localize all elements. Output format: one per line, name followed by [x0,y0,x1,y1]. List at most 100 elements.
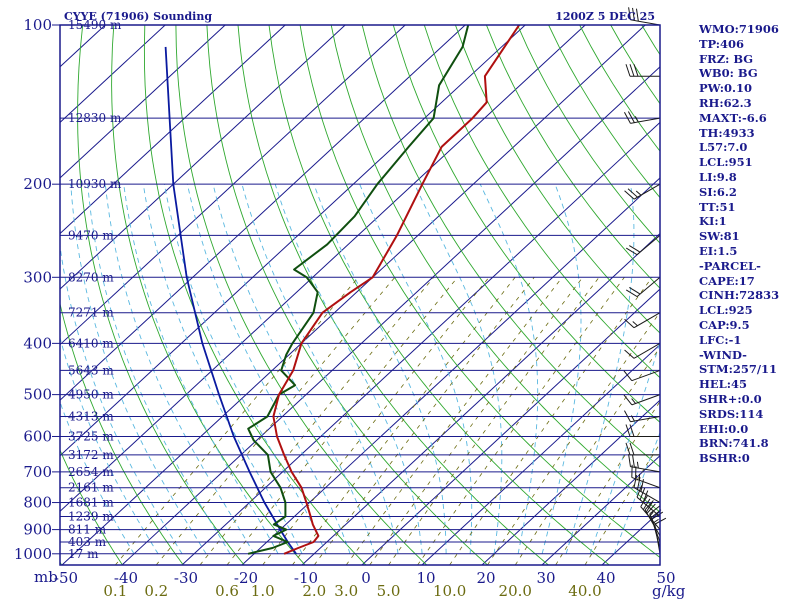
index-item: PW:0.10 [699,81,753,96]
dry-adiabat-line [60,448,123,565]
pressure-tick-label: 800 [23,494,52,512]
dry-adiabat-line [392,25,660,423]
index-item: SW:81 [699,229,740,244]
wind-barbs [623,7,667,554]
index-item: -WIND- [699,347,747,362]
index-item: STM:257/11 [699,362,778,377]
height-label: 3172 m [68,448,114,462]
dry-adiabat-line [206,25,488,565]
dry-adiabat-line [299,25,660,558]
wind-barb [628,454,661,473]
temperature-tick-label: 20 [476,569,495,587]
moist-adiabat-line [142,184,303,554]
wind-barb [623,394,661,406]
wind-barb [623,410,661,423]
mixing-ratio-line [313,277,535,565]
chart-title-time: 1200Z 5 DEC 25 [555,10,655,23]
isotherm-line [181,121,660,565]
mixing-ratio-line [262,277,490,565]
index-item: MAXT:-6.6 [699,110,767,125]
wind-barb [623,111,661,124]
temperature-tick-label: 10 [416,569,435,587]
height-label: 2161 m [68,481,114,495]
mixing-ratio-line [199,277,435,565]
temperature-tick-label: -50 [54,569,78,587]
dry-adiabat-line [330,25,660,513]
index-item: CINH:72833 [699,288,780,303]
mixing-ratio-tick-label: 0.1 [103,582,127,600]
height-label: 17 m [68,547,99,561]
pressure-tick-label: 900 [23,521,52,539]
index-item: WB0: BG [699,66,758,81]
isotherm-line [301,232,660,565]
plot-frame [59,24,661,566]
isotherm-line [481,399,660,565]
temperature-tick-label: 50 [656,569,675,587]
isotherm-line [421,343,660,565]
index-item: TP:406 [699,36,745,51]
pressure-tick-label: 100 [23,16,52,34]
mixing-ratio-tick-label: 1.0 [251,582,275,600]
dry-adiabat-line [237,25,549,565]
mixing-ratio-tick-label: 2.0 [302,582,326,600]
pressure-tick-label: 1000 [14,545,52,563]
dry-adiabat-line [423,25,660,379]
height-label: 15490 m [68,18,122,32]
index-item: LCL:951 [699,155,753,170]
wind-barb [628,7,661,26]
temperature-tick-label: 30 [536,569,555,587]
dry-adiabat-line [77,25,245,565]
mixing-ratio-line [584,442,660,565]
temperature-axis-labels: -50 -40 -30 -20 -10 0 10 20 30 40 50 [54,569,676,587]
moist-adiabat-line [60,400,135,555]
index-item: CAP:9.5 [699,317,750,332]
pressure-tick-label: 500 [23,386,52,404]
index-item: WMO:71906 [699,22,779,36]
wind-barb [636,485,661,517]
isotherm-line [361,288,660,565]
mixing-ratio-lines [114,277,660,565]
temperature-tick-label: 0 [361,569,371,587]
isotherm-line [241,177,660,565]
index-item: RH:62.3 [699,95,752,110]
mixing-ratio-tick-label: 0.6 [215,582,239,600]
mixing-ratio-unit-label: g/kg [652,582,686,600]
pressure-axis-labels: 100 200 300 400 500 600 700 800 900 1000 [14,16,60,563]
mixing-ratio-labels: 0.1 0.2 0.6 1.0 2.0 3.0 5.0 10.0 20.0 40.0 [103,582,601,600]
height-label: 9470 m [68,228,114,242]
wind-barb [624,342,661,359]
dry-adiabat-line [485,25,660,289]
temperature-tick-label: -10 [294,569,318,587]
mixing-ratio-tick-label: 10.0 [433,582,466,600]
mixing-ratio-line [114,277,359,565]
index-item: HEL:45 [699,377,747,392]
chart-title-station: CYYE (71906) Sounding [64,10,212,23]
isotherm-line [60,25,286,235]
dry-adiabat-line [454,25,660,334]
pressure-tick-label: 700 [23,463,52,481]
dewpoint-trace [247,25,470,555]
mixing-ratio-line [226,277,458,565]
wind-barb [624,312,661,329]
index-item: SRDS:114 [699,406,764,421]
sounding-profiles [164,25,521,555]
dry-adiabat-line [361,25,660,468]
wind-barb [623,369,661,382]
index-item: KI:1 [699,214,727,229]
wind-barb [625,424,660,437]
mixing-ratio-tick-label: 20.0 [499,582,532,600]
moist-adiabat-line [60,242,183,555]
dry-adiabat-line [143,25,367,565]
height-label: 3725 m [68,429,114,443]
isotherm-line [60,25,406,346]
moist-adiabat-line [60,335,159,555]
temperature-tick-label: -20 [234,569,258,587]
wind-barb [625,64,660,77]
mixing-ratio-line [449,277,653,565]
dry-adiabat-line [268,25,610,565]
mixing-ratio-line [292,277,516,565]
height-label: 1681 m [68,496,114,510]
height-label: 5643 m [68,363,114,377]
index-item: BSHR:0 [699,451,750,466]
